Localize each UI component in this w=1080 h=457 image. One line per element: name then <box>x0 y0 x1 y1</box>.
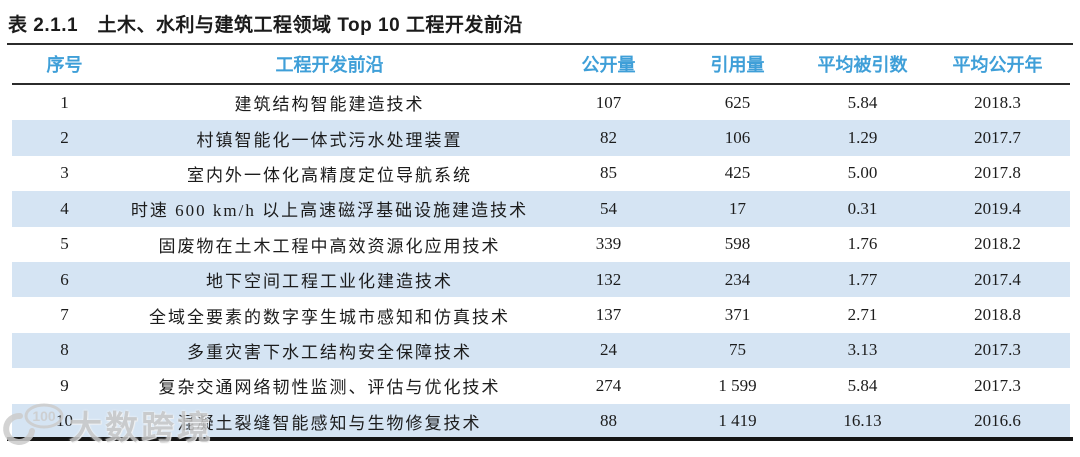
cell-avg-year: 2017.4 <box>974 269 1021 289</box>
table-row: 4 时速 600 km/h 以上高速磁浮基础设施建造技术 54 17 0.31 2019.… <box>12 191 1070 227</box>
cell-avg-cited: 0.31 <box>847 198 878 218</box>
cell-published: 274 <box>595 375 622 395</box>
cell-front: 多重灾害下水工结构安全保障技术 <box>187 342 472 362</box>
cell-citations: 234 <box>724 269 751 289</box>
cell-rank: 8 <box>60 340 69 360</box>
table-row: 8 多重灾害下水工结构安全保障技术 24 75 3.13 2017.3 <box>12 332 1070 369</box>
col-header-avg-cited: 平均被引数 <box>800 45 925 85</box>
cell-front: 全域全要素的数字孪生城市感知和仿真技术 <box>149 307 510 327</box>
cell-avg-year: 2018.2 <box>974 234 1021 254</box>
col-header-front: 工程开发前沿 <box>117 45 542 85</box>
table-row: 5 固废物在土木工程中高效资源化应用技术 339 598 1.76 2018.2 <box>12 227 1070 262</box>
cell-avg-year: 2016.6 <box>974 411 1021 431</box>
cell-published: 132 <box>595 269 622 289</box>
cell-published: 82 <box>600 128 617 148</box>
cell-avg-cited: 1.77 <box>847 269 878 289</box>
cell-front: 复杂交通网络韧性监测、评估与优化技术 <box>158 378 501 398</box>
cell-avg-year: 2017.3 <box>974 340 1021 360</box>
cell-front: 地下空间工程工业化建造技术 <box>206 272 453 292</box>
cell-citations: 371 <box>724 305 751 325</box>
cell-published: 88 <box>600 411 617 431</box>
fronts-table: 序号 工程开发前沿 公开量 引用量 平均被引数 平均公开年 1 建筑结构智能建造技术 107 6… <box>12 45 1070 439</box>
cell-citations: 425 <box>724 163 751 183</box>
title-underline <box>7 43 1073 45</box>
cell-front: 混凝土裂缝智能感知与生物修复技术 <box>177 413 482 433</box>
cell-avg-cited: 1.29 <box>847 128 878 148</box>
col-header-rank: 序号 <box>12 45 117 85</box>
cell-citations: 17 <box>729 198 746 218</box>
cell-published: 85 <box>600 163 617 183</box>
table-row: 1 建筑结构智能建造技术 107 625 5.84 2018.3 <box>12 84 1070 120</box>
cell-avg-year: 2018.3 <box>974 92 1021 112</box>
col-header-avg-year: 平均公开年 <box>925 45 1070 85</box>
cell-citations: 625 <box>724 92 751 112</box>
cell-rank: 10 <box>56 411 73 431</box>
table-body: 1 建筑结构智能建造技术 107 625 5.84 2018.3 2 村镇智能化一体式污水处理… <box>12 84 1070 439</box>
cell-avg-cited: 5.84 <box>847 375 878 395</box>
cell-rank: 2 <box>60 128 69 148</box>
table-row: 10 混凝土裂缝智能感知与生物修复技术 88 1 419 16.13 2016.6 <box>12 403 1070 439</box>
cell-avg-cited: 2.71 <box>847 305 878 325</box>
cell-avg-year: 2019.4 <box>974 198 1021 218</box>
cell-rank: 4 <box>60 198 69 218</box>
cell-front: 村镇智能化一体式污水处理装置 <box>196 130 463 150</box>
col-header-citations: 引用量 <box>675 45 800 85</box>
cell-citations: 598 <box>724 234 751 254</box>
cell-front: 时速 600 km/h 以上高速磁浮基础设施建造技术 <box>130 201 529 221</box>
cell-rank: 7 <box>60 305 69 325</box>
cell-published: 107 <box>595 92 622 112</box>
cell-citations: 106 <box>724 128 751 148</box>
cell-rank: 9 <box>60 375 69 395</box>
cell-avg-year: 2017.8 <box>974 163 1021 183</box>
table-row: 2 村镇智能化一体式污水处理装置 82 106 1.29 2017.7 <box>12 120 1070 156</box>
cell-avg-cited: 16.13 <box>843 411 882 431</box>
cell-published: 24 <box>600 340 617 360</box>
table-header-row: 序号 工程开发前沿 公开量 引用量 平均被引数 平均公开年 <box>12 45 1070 85</box>
cell-published: 54 <box>600 198 617 218</box>
cell-avg-year: 2017.7 <box>974 128 1021 148</box>
cell-published: 339 <box>595 234 622 254</box>
cell-avg-cited: 5.84 <box>847 92 878 112</box>
cell-avg-year: 2017.3 <box>974 375 1021 395</box>
cell-citations: 1 599 <box>718 375 757 395</box>
cell-avg-cited: 5.00 <box>847 163 878 183</box>
cell-citations: 75 <box>729 340 746 360</box>
table-row: 9 复杂交通网络韧性监测、评估与优化技术 274 1 599 5.84 2017.3 <box>12 368 1070 403</box>
col-header-published: 公开量 <box>542 45 675 85</box>
table-row: 6 地下空间工程工业化建造技术 132 234 1.77 2017.4 <box>12 261 1070 298</box>
table-row: 3 室内外一体化高精度定位导航系统 85 425 5.00 2017.8 <box>12 156 1070 191</box>
cell-rank: 6 <box>60 269 69 289</box>
cell-front: 建筑结构智能建造技术 <box>234 95 425 115</box>
cell-citations: 1 419 <box>718 411 757 431</box>
table-row: 7 全域全要素的数字孪生城市感知和仿真技术 137 371 2.71 2018.8 <box>12 297 1070 332</box>
cell-front: 室内外一体化高精度定位导航系统 <box>187 165 472 185</box>
cell-rank: 5 <box>60 234 69 254</box>
cell-avg-cited: 3.13 <box>847 340 878 360</box>
table-title: 表 2.1.1 土木、水利与建筑工程领域 Top 10 工程开发前沿 <box>8 15 523 36</box>
cell-front: 固废物在土木工程中高效资源化应用技术 <box>158 236 501 256</box>
cell-published: 137 <box>595 305 622 325</box>
table-bottom-rule <box>7 437 1073 441</box>
cell-avg-cited: 1.76 <box>847 234 878 254</box>
cell-avg-year: 2018.8 <box>974 305 1021 325</box>
cell-rank: 1 <box>60 92 69 112</box>
cell-rank: 3 <box>60 163 69 183</box>
